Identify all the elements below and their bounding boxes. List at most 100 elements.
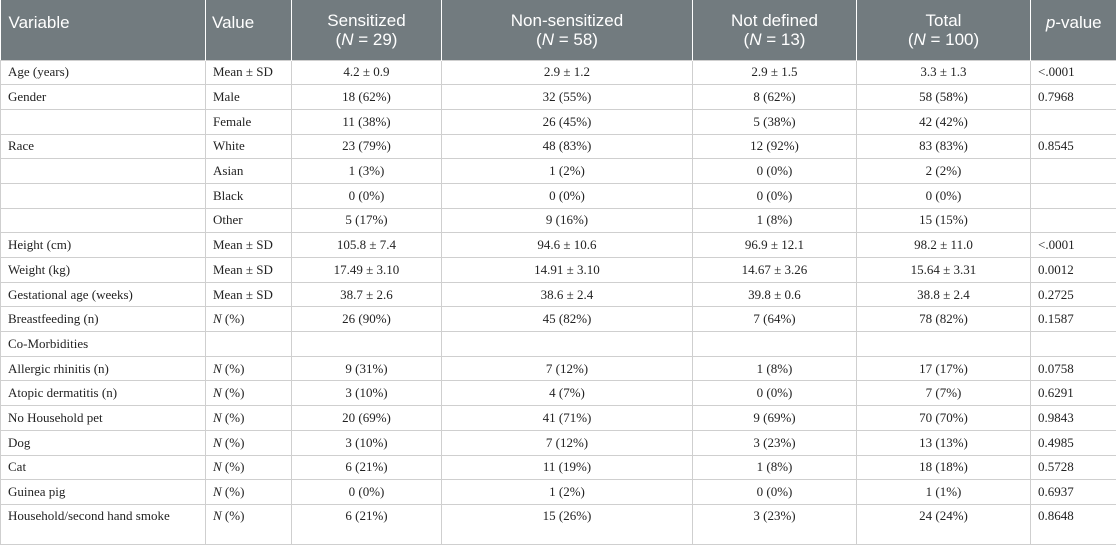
table-row: Cat N (%) 6 (21%) 11 (19%) 1 (8%) 18 (18%) 0.5… <box>0 454 1116 481</box>
cell-value: Asian <box>205 158 292 184</box>
table-row: Other 5 (17%) 9 (16%) 1 (8%) 15 (15%) <box>0 207 1116 234</box>
table-header: Variable Value Sensitized (N = 29) Non-s… <box>0 0 1116 60</box>
cell-notdefined: 3 (23%) <box>692 503 857 545</box>
cell-variable <box>0 182 206 209</box>
table-row: Guinea pig N (%) 0 (0%) 1 (2%) 0 (0%) 1 (1%) 0… <box>0 479 1116 505</box>
cell-pvalue: 0.1587 <box>1030 306 1116 333</box>
cell-total: 15.64 ± 3.31 <box>856 257 1031 283</box>
notdefined-n-value: 13 <box>780 29 800 49</box>
table-row: Atopic dermatitis (n) N (%) 3 (10%) 4 (7%) 0… <box>0 380 1116 407</box>
nonsensitized-n-value: 58 <box>573 29 593 49</box>
cell-value: N (%) <box>205 479 292 505</box>
cell-pvalue: 0.2725 <box>1030 281 1116 308</box>
cell-total: 78 (82%) <box>856 306 1031 333</box>
cell-total: 70 (70%) <box>856 405 1031 431</box>
header-total: Total (N = 100) <box>856 0 1031 60</box>
cell-notdefined: 1 (8%) <box>692 355 857 382</box>
cell-value: Mean ± SD <box>205 232 292 258</box>
cell-variable: No Household pet <box>0 405 206 431</box>
cell-pvalue <box>1030 108 1116 135</box>
cell-nonsensitized: 1 (2%) <box>441 158 693 184</box>
table-row: Gestational age (weeks) Mean ± SD 38.7 ± 2… <box>0 281 1116 308</box>
cell-notdefined: 2.9 ± 1.5 <box>692 59 857 86</box>
cell-nonsensitized: 4 (7%) <box>441 380 693 407</box>
n-symbol: N <box>213 385 222 401</box>
table-row: Gender Male 18 (62%) 32 (55%) 8 (62%) 58 (58%… <box>0 84 1116 110</box>
table-row: Allergic rhinitis (n) N (%) 9 (31%) 7 (12%)… <box>0 355 1116 382</box>
cell-pvalue: 0.9843 <box>1030 405 1116 431</box>
cell-total <box>856 331 1031 357</box>
n-symbol: N <box>541 29 554 49</box>
table-row: Asian 1 (3%) 1 (2%) 0 (0%) 2 (2%) <box>0 158 1116 184</box>
cell-sensitized: 0 (0%) <box>291 479 442 505</box>
cell-variable: Atopic dermatitis (n) <box>0 380 206 407</box>
cell-sensitized: 38.7 ± 2.6 <box>291 281 442 308</box>
header-total-n: (N = 100) <box>907 29 980 49</box>
header-notdefined-label: Not defined <box>731 10 818 30</box>
header-variable: Variable <box>0 0 206 60</box>
header-sensitized-n: (N = 29) <box>335 29 398 49</box>
cell-sensitized: 1 (3%) <box>291 158 442 184</box>
cell-notdefined: 0 (0%) <box>692 380 857 407</box>
cell-pvalue <box>1030 331 1116 357</box>
table-row: Breastfeeding (n) N (%) 26 (90%) 45 (82%) 7 … <box>0 306 1116 333</box>
cell-value: White <box>205 133 292 160</box>
cell-variable: Height (cm) <box>0 232 206 258</box>
table-row: No Household pet N (%) 20 (69%) 41 (71%) 9 (… <box>0 405 1116 431</box>
n-symbol: N <box>213 434 222 450</box>
cell-pvalue: <.0001 <box>1030 59 1116 86</box>
percent-suffix: (%) <box>221 434 245 450</box>
cell-nonsensitized: 32 (55%) <box>441 84 693 110</box>
cell-value: Mean ± SD <box>205 59 292 86</box>
cell-sensitized: 6 (21%) <box>291 454 442 481</box>
header-notdefined-n: (N = 13) <box>743 29 806 49</box>
cell-variable: Weight (kg) <box>0 257 206 283</box>
header-nonsensitized-label: Non-sensitized <box>510 10 624 30</box>
cell-total: 17 (17%) <box>856 355 1031 382</box>
header-row: Variable Value Sensitized (N = 29) Non-s… <box>0 0 1116 60</box>
percent-suffix: (%) <box>221 459 245 475</box>
cell-variable: Co-Morbidities <box>0 331 206 357</box>
cell-notdefined: 8 (62%) <box>692 84 857 110</box>
cell-total: 38.8 ± 2.4 <box>856 281 1031 308</box>
cell-pvalue: 0.0758 <box>1030 355 1116 382</box>
table-body: Age (years) Mean ± SD 4.2 ± 0.9 2.9 ± 1.2 2.… <box>0 59 1116 545</box>
cell-sensitized: 3 (10%) <box>291 429 442 456</box>
cell-total: 58 (58%) <box>856 84 1031 110</box>
cell-value: Black <box>205 182 292 209</box>
header-value: Value <box>205 0 292 60</box>
header-variable-label: Variable <box>8 13 70 32</box>
cell-pvalue: 0.6937 <box>1030 479 1116 505</box>
sensitized-n-value: 29 <box>372 29 392 49</box>
cell-pvalue: 0.7968 <box>1030 84 1116 110</box>
n-equals: = <box>925 29 946 49</box>
cell-value: N (%) <box>205 429 292 456</box>
cell-notdefined: 0 (0%) <box>692 479 857 505</box>
table-row: Race White 23 (79%) 48 (83%) 12 (92%) 83 (83%… <box>0 133 1116 160</box>
cell-value: Other <box>205 207 292 234</box>
n-symbol: N <box>913 29 926 49</box>
cell-pvalue <box>1030 207 1116 234</box>
cell-nonsensitized: 26 (45%) <box>441 108 693 135</box>
cell-variable: Gestational age (weeks) <box>0 281 206 308</box>
cell-value <box>205 331 292 357</box>
cell-nonsensitized: 1 (2%) <box>441 479 693 505</box>
cell-value: N (%) <box>205 405 292 431</box>
percent-suffix: (%) <box>221 311 245 327</box>
cell-notdefined <box>692 331 857 357</box>
n-symbol: N <box>341 29 354 49</box>
cell-sensitized: 20 (69%) <box>291 405 442 431</box>
header-notdefined: Not defined (N = 13) <box>692 0 857 60</box>
cell-sensitized: 0 (0%) <box>291 182 442 209</box>
cell-notdefined: 7 (64%) <box>692 306 857 333</box>
cell-nonsensitized: 38.6 ± 2.4 <box>441 281 693 308</box>
cell-sensitized: 105.8 ± 7.4 <box>291 232 442 258</box>
cell-nonsensitized: 11 (19%) <box>441 454 693 481</box>
cell-variable: Gender <box>0 84 206 110</box>
cell-pvalue <box>1030 158 1116 184</box>
cell-total: 98.2 ± 11.0 <box>856 232 1031 258</box>
cell-total: 24 (24%) <box>856 503 1031 545</box>
cell-notdefined: 9 (69%) <box>692 405 857 431</box>
cell-value: Mean ± SD <box>205 257 292 283</box>
